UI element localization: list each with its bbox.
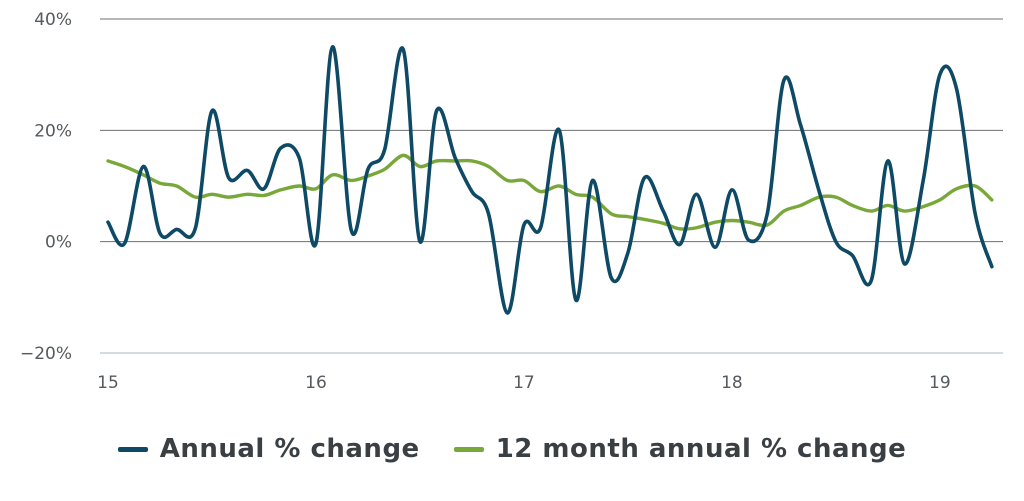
series-line-annual	[106, 45, 994, 315]
legend-item-annual: Annual % change	[117, 434, 420, 464]
legend-item-12-month: 12 month annual % change	[453, 434, 907, 464]
legend-label-12-month: 12 month annual % change	[495, 434, 907, 464]
series-line-12-month	[106, 153, 994, 231]
x-tick-label-1: 16	[305, 373, 327, 393]
gridlines	[100, 18, 1003, 354]
y-tick-label-2: 0%	[45, 233, 72, 253]
x-tick-label-0: 15	[97, 373, 119, 393]
y-tick-label-1: 20%	[34, 121, 72, 141]
legend-label-annual: Annual % change	[159, 434, 420, 464]
x-tick-label-2: 17	[513, 373, 535, 393]
x-tick-label-4: 19	[929, 373, 951, 393]
y-tick-label-3: −20%	[20, 344, 72, 364]
series-lines	[106, 45, 994, 315]
legend-swatch-12-month	[453, 446, 484, 452]
y-axis-tick-labels: 40% 20% 0% −20%	[20, 10, 72, 364]
legend: Annual % change 12 month annual % change	[0, 434, 1024, 464]
x-axis-tick-labels: 15 16 17 18 19	[97, 373, 950, 393]
legend-swatch-annual	[117, 446, 148, 452]
x-tick-label-3: 18	[721, 373, 743, 393]
y-tick-label-0: 40%	[34, 10, 72, 30]
